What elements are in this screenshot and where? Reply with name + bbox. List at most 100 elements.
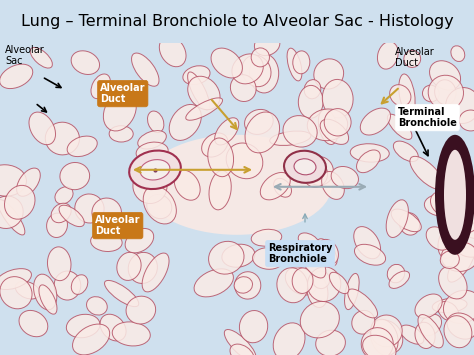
Ellipse shape xyxy=(230,344,254,355)
Ellipse shape xyxy=(46,213,67,237)
Ellipse shape xyxy=(235,272,261,299)
Ellipse shape xyxy=(399,213,419,235)
Ellipse shape xyxy=(444,150,466,240)
Ellipse shape xyxy=(444,316,472,348)
Ellipse shape xyxy=(46,122,80,155)
Ellipse shape xyxy=(273,178,292,197)
Ellipse shape xyxy=(387,264,405,283)
Ellipse shape xyxy=(230,75,256,102)
Ellipse shape xyxy=(356,150,380,173)
Text: Alveolar
Duct: Alveolar Duct xyxy=(395,47,435,69)
Ellipse shape xyxy=(0,200,25,235)
Ellipse shape xyxy=(140,160,170,180)
Ellipse shape xyxy=(387,114,412,140)
Ellipse shape xyxy=(298,241,326,278)
Ellipse shape xyxy=(215,118,239,145)
Ellipse shape xyxy=(430,191,461,218)
Ellipse shape xyxy=(201,133,228,157)
Ellipse shape xyxy=(128,252,157,283)
Ellipse shape xyxy=(71,275,88,294)
Ellipse shape xyxy=(391,209,421,232)
Ellipse shape xyxy=(354,226,381,259)
Ellipse shape xyxy=(133,153,164,188)
Ellipse shape xyxy=(67,136,97,157)
Ellipse shape xyxy=(133,169,167,203)
Ellipse shape xyxy=(92,198,121,228)
Ellipse shape xyxy=(298,86,323,118)
Ellipse shape xyxy=(410,156,444,189)
Ellipse shape xyxy=(422,85,439,102)
Ellipse shape xyxy=(132,53,159,86)
Text: Alveolar
Duct: Alveolar Duct xyxy=(100,83,146,104)
Ellipse shape xyxy=(432,298,467,313)
Ellipse shape xyxy=(292,268,313,294)
Text: Respiratory
Bronchiole: Respiratory Bronchiole xyxy=(268,243,332,264)
Ellipse shape xyxy=(255,34,280,56)
Ellipse shape xyxy=(117,252,141,280)
Ellipse shape xyxy=(320,119,348,144)
Ellipse shape xyxy=(209,170,231,210)
Ellipse shape xyxy=(54,271,81,300)
Ellipse shape xyxy=(104,280,139,307)
Ellipse shape xyxy=(298,233,320,251)
Ellipse shape xyxy=(453,223,474,257)
Ellipse shape xyxy=(285,161,302,179)
Ellipse shape xyxy=(435,135,474,255)
Ellipse shape xyxy=(39,285,57,314)
Ellipse shape xyxy=(386,200,409,237)
Ellipse shape xyxy=(293,51,310,74)
Ellipse shape xyxy=(60,163,90,190)
Ellipse shape xyxy=(429,61,461,90)
Ellipse shape xyxy=(260,173,290,200)
Ellipse shape xyxy=(322,80,353,118)
Ellipse shape xyxy=(441,242,474,272)
Ellipse shape xyxy=(426,227,450,250)
Ellipse shape xyxy=(352,310,375,334)
Ellipse shape xyxy=(222,244,255,267)
Ellipse shape xyxy=(47,247,71,281)
Ellipse shape xyxy=(447,313,474,339)
Ellipse shape xyxy=(371,319,398,355)
Ellipse shape xyxy=(440,251,459,268)
Ellipse shape xyxy=(273,323,305,355)
Ellipse shape xyxy=(443,290,474,323)
Ellipse shape xyxy=(103,92,137,131)
Ellipse shape xyxy=(209,241,244,274)
Ellipse shape xyxy=(188,76,220,110)
Ellipse shape xyxy=(389,271,410,288)
Ellipse shape xyxy=(226,143,263,179)
Ellipse shape xyxy=(112,322,150,346)
Ellipse shape xyxy=(136,173,152,189)
Ellipse shape xyxy=(329,272,349,294)
Ellipse shape xyxy=(350,144,389,162)
Ellipse shape xyxy=(415,322,435,349)
Ellipse shape xyxy=(316,330,346,355)
Ellipse shape xyxy=(66,314,100,338)
Ellipse shape xyxy=(459,110,474,131)
Text: Terminal
Bronchiole: Terminal Bronchiole xyxy=(398,107,457,129)
Ellipse shape xyxy=(208,138,234,177)
Ellipse shape xyxy=(0,196,23,229)
Ellipse shape xyxy=(147,195,172,219)
Ellipse shape xyxy=(445,172,473,204)
Ellipse shape xyxy=(232,54,263,84)
Ellipse shape xyxy=(30,48,53,68)
Ellipse shape xyxy=(318,239,338,264)
Ellipse shape xyxy=(363,335,396,355)
Ellipse shape xyxy=(242,55,271,87)
Ellipse shape xyxy=(300,301,339,338)
Ellipse shape xyxy=(371,320,403,354)
Ellipse shape xyxy=(0,269,31,290)
Ellipse shape xyxy=(29,112,55,145)
Ellipse shape xyxy=(418,315,443,348)
Ellipse shape xyxy=(51,203,71,223)
Ellipse shape xyxy=(451,46,465,61)
Ellipse shape xyxy=(305,157,333,185)
Ellipse shape xyxy=(245,109,273,135)
Ellipse shape xyxy=(0,277,32,309)
Ellipse shape xyxy=(438,227,459,258)
Ellipse shape xyxy=(19,310,48,337)
Ellipse shape xyxy=(249,54,279,93)
Ellipse shape xyxy=(143,186,176,224)
Ellipse shape xyxy=(355,244,385,265)
